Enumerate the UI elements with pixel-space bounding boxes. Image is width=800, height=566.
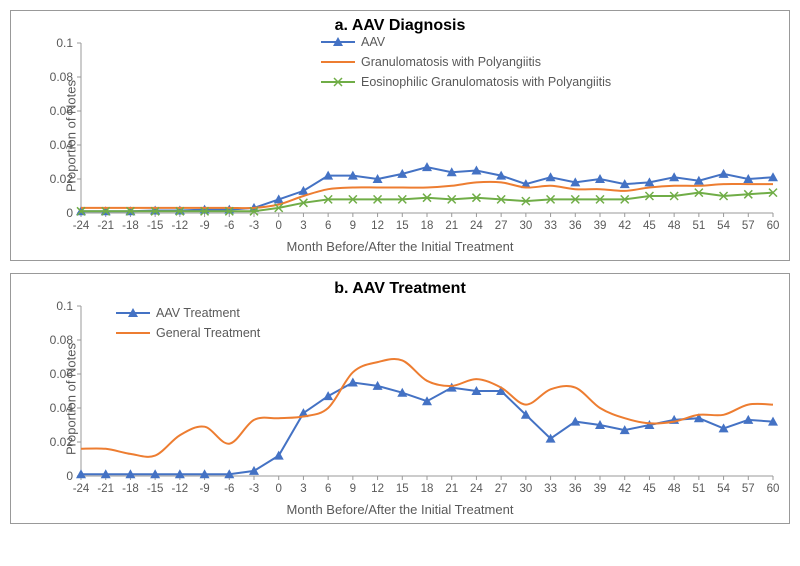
- svg-text:12: 12: [371, 220, 384, 232]
- chart-b-legend: AAV Treatment General Treatment: [116, 304, 260, 344]
- svg-text:0: 0: [66, 206, 73, 220]
- chart-b-ylabel: Proportion of Notes: [64, 342, 79, 454]
- svg-text:36: 36: [569, 220, 582, 232]
- chart-a-xlabel: Month Before/After the Initial Treatment: [11, 237, 789, 260]
- svg-text:6: 6: [325, 483, 331, 495]
- svg-text:42: 42: [618, 483, 631, 495]
- svg-text:24: 24: [470, 220, 483, 232]
- legend-label: General Treatment: [156, 326, 260, 340]
- svg-text:15: 15: [396, 220, 409, 232]
- svg-text:15: 15: [396, 483, 409, 495]
- legend-item: AAV Treatment: [116, 304, 260, 322]
- svg-text:9: 9: [350, 220, 356, 232]
- svg-text:-3: -3: [249, 220, 259, 232]
- svg-text:57: 57: [742, 483, 755, 495]
- svg-text:-9: -9: [199, 220, 209, 232]
- svg-text:-15: -15: [147, 483, 164, 495]
- chart-b-xlabel: Month Before/After the Initial Treatment: [11, 500, 789, 523]
- chart-a-ylabel: Proportion of Notes: [64, 79, 79, 191]
- svg-text:27: 27: [495, 220, 508, 232]
- svg-text:48: 48: [668, 220, 681, 232]
- svg-text:54: 54: [717, 220, 730, 232]
- chart-b-title: b. AAV Treatment: [11, 274, 789, 300]
- svg-text:18: 18: [421, 483, 434, 495]
- svg-text:-24: -24: [73, 220, 90, 232]
- svg-text:-9: -9: [199, 483, 209, 495]
- legend-item: Granulomatosis with Polyangiitis: [321, 53, 611, 71]
- svg-text:39: 39: [594, 483, 607, 495]
- legend-item: General Treatment: [116, 324, 260, 342]
- chart-b-container: b. AAV Treatment Proportion of Notes AAV…: [10, 273, 790, 524]
- svg-text:45: 45: [643, 220, 656, 232]
- svg-text:-18: -18: [122, 220, 139, 232]
- legend-label: AAV: [361, 35, 385, 49]
- svg-text:6: 6: [325, 220, 331, 232]
- svg-text:-12: -12: [172, 220, 189, 232]
- svg-text:27: 27: [495, 483, 508, 495]
- legend-label: AAV Treatment: [156, 306, 240, 320]
- svg-text:57: 57: [742, 220, 755, 232]
- svg-text:0.1: 0.1: [56, 37, 73, 50]
- svg-text:-6: -6: [224, 220, 234, 232]
- svg-text:21: 21: [445, 483, 458, 495]
- legend-item: AAV: [321, 33, 611, 51]
- svg-text:54: 54: [717, 483, 730, 495]
- svg-text:21: 21: [445, 220, 458, 232]
- svg-text:-21: -21: [97, 483, 114, 495]
- svg-text:33: 33: [544, 483, 557, 495]
- svg-text:30: 30: [519, 483, 532, 495]
- chart-a-legend: AAV Granulomatosis with Polyangiitis Eosin…: [321, 33, 611, 93]
- svg-text:33: 33: [544, 220, 557, 232]
- svg-text:45: 45: [643, 483, 656, 495]
- svg-text:39: 39: [594, 220, 607, 232]
- svg-text:-15: -15: [147, 220, 164, 232]
- svg-text:-24: -24: [73, 483, 90, 495]
- svg-text:-21: -21: [97, 220, 114, 232]
- svg-text:24: 24: [470, 483, 483, 495]
- svg-text:0: 0: [276, 220, 282, 232]
- svg-text:42: 42: [618, 220, 631, 232]
- legend-label: Granulomatosis with Polyangiitis: [361, 55, 541, 69]
- svg-text:0.1: 0.1: [56, 300, 73, 313]
- legend-label: Eosinophilic Granulomatosis with Polyang…: [361, 75, 611, 89]
- svg-text:60: 60: [767, 220, 780, 232]
- svg-text:60: 60: [767, 483, 780, 495]
- svg-text:-12: -12: [172, 483, 189, 495]
- svg-text:-3: -3: [249, 483, 259, 495]
- svg-text:51: 51: [692, 220, 705, 232]
- svg-text:-6: -6: [224, 483, 234, 495]
- svg-text:9: 9: [350, 483, 356, 495]
- svg-text:48: 48: [668, 483, 681, 495]
- svg-text:30: 30: [519, 220, 532, 232]
- svg-text:12: 12: [371, 483, 384, 495]
- svg-text:-18: -18: [122, 483, 139, 495]
- svg-text:3: 3: [300, 483, 306, 495]
- svg-text:3: 3: [300, 220, 306, 232]
- legend-item: Eosinophilic Granulomatosis with Polyang…: [321, 73, 611, 91]
- svg-text:0: 0: [276, 483, 282, 495]
- svg-text:0: 0: [66, 469, 73, 483]
- svg-text:36: 36: [569, 483, 582, 495]
- svg-text:18: 18: [421, 220, 434, 232]
- chart-a-container: a. AAV Diagnosis Proportion of Notes AAV…: [10, 10, 790, 261]
- svg-text:51: 51: [692, 483, 705, 495]
